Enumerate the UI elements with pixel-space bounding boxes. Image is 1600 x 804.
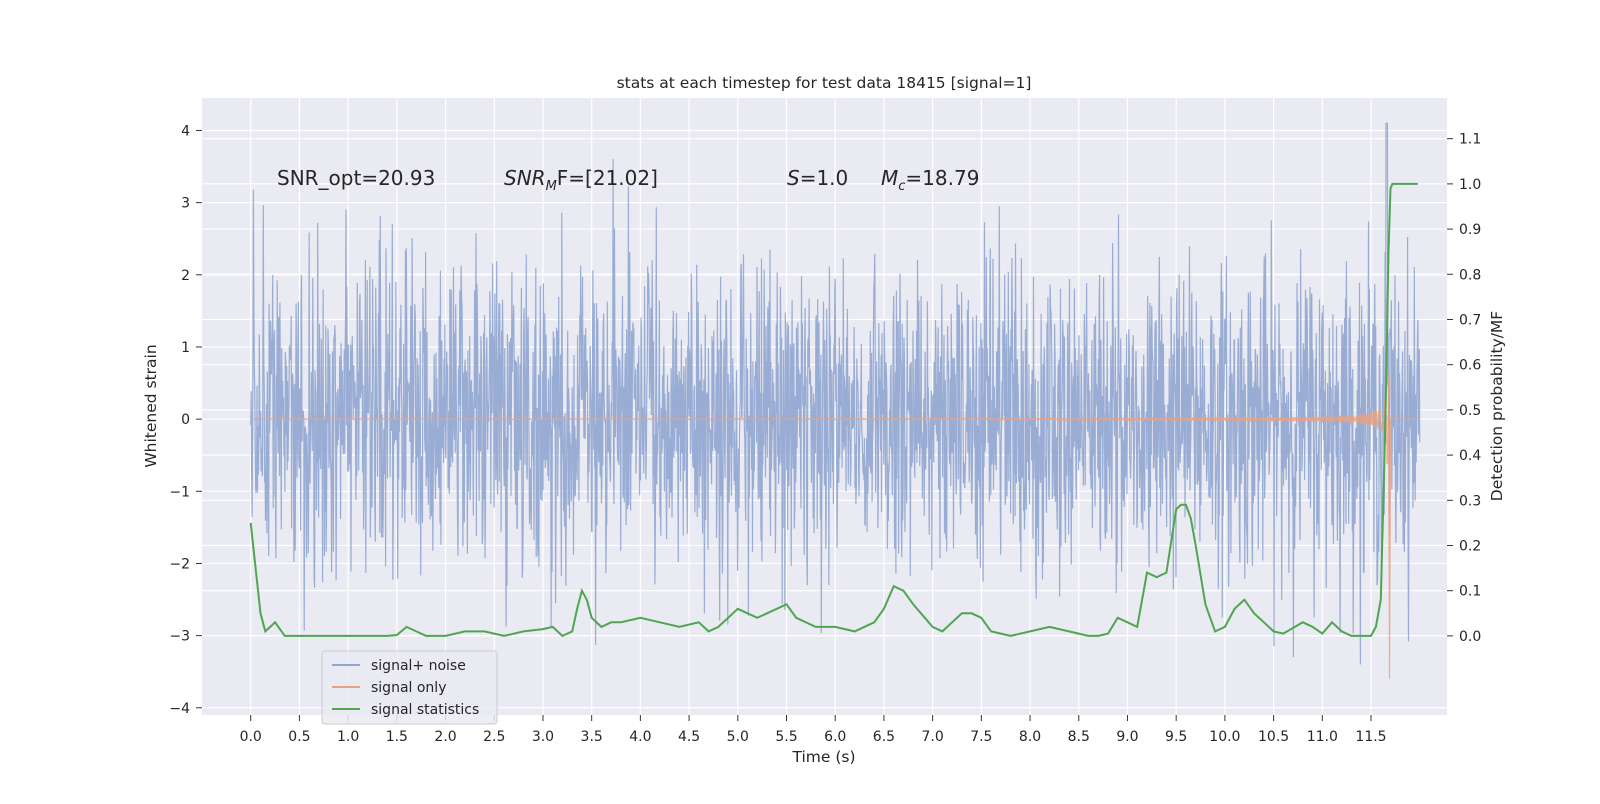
- y2-tick-label: 0.6: [1459, 358, 1481, 374]
- y2-tick-label: 0.3: [1459, 493, 1481, 509]
- y-tick-label: 2: [181, 268, 190, 284]
- y2-tick-label: 0.5: [1459, 403, 1481, 419]
- axis-ticks: 0.0 0.5 1.0 1.5 2.0 2.5 3.0 3.5 4.0 4.5 5.0 5.5 6.0 6…: [169, 123, 1481, 745]
- x-tick-label: 3.0: [532, 729, 554, 745]
- y2-tick-label: 0.0: [1459, 629, 1481, 645]
- legend-label-signal-only: signal only: [371, 680, 446, 696]
- x-tick-label: 4.5: [678, 729, 700, 745]
- x-axis-title: Time (s): [791, 748, 855, 766]
- x-tick-label: 8.0: [1019, 729, 1041, 745]
- legend-label-signal-noise: signal+ noise: [371, 658, 466, 674]
- annotation-snr-mf-value: F=[21.02]: [557, 166, 658, 190]
- y-tick-label: −2: [169, 556, 190, 572]
- annotation-snr-mf-sub: M: [546, 179, 557, 194]
- annotation-s: S=1.0: [787, 166, 848, 190]
- x-tick-label: 5.0: [727, 729, 749, 745]
- x-tick-label: 9.5: [1165, 729, 1187, 745]
- y-tick-label: −4: [169, 701, 190, 717]
- x-tick-label: 0.5: [288, 729, 310, 745]
- y-tick-label: 0: [181, 412, 190, 428]
- y-axis-title: Whitened strain: [142, 344, 160, 467]
- y2-tick-label: 0.7: [1459, 312, 1481, 328]
- y2-tick-label: 0.2: [1459, 538, 1481, 554]
- y-tick-label: 3: [181, 196, 190, 212]
- annotation-snr-mf-label: SNR: [504, 166, 546, 190]
- legend-box: [321, 650, 498, 725]
- y-tick-label: 4: [181, 123, 190, 139]
- legend: signal+ noise signal only signal statist…: [321, 650, 498, 725]
- x-tick-label: 10.0: [1209, 729, 1240, 745]
- annotation-mc: Mc=18.79: [881, 166, 979, 194]
- x-tick-label: 8.5: [1068, 729, 1090, 745]
- annotation-snr-mf: SNRMF=[21.02]: [504, 166, 658, 194]
- annotation-snr-opt: SNR_opt=20.93: [277, 166, 435, 190]
- y2-tick-label: 0.8: [1459, 267, 1481, 283]
- series-signal-only-line: [250, 376, 1420, 679]
- x-tick-label: 10.5: [1258, 729, 1289, 745]
- y2-tick-label: 0.1: [1459, 584, 1481, 600]
- x-tick-label: 11.5: [1355, 729, 1386, 745]
- annotation-mc-sub: c: [898, 179, 905, 194]
- x-tick-label: 5.5: [775, 729, 797, 745]
- annotation-mc-label: M: [881, 166, 898, 190]
- x-tick-label: 3.5: [581, 729, 603, 745]
- x-tick-label: 4.0: [629, 729, 651, 745]
- x-tick-label: 6.0: [824, 729, 846, 745]
- y-tick-label: 1: [181, 340, 190, 356]
- x-tick-label: 1.0: [337, 729, 359, 745]
- annotation-s-label: S: [787, 166, 800, 190]
- x-tick-label: 11.0: [1307, 729, 1338, 745]
- x-tick-label: 0.0: [240, 729, 262, 745]
- x-tick-label: 6.5: [873, 729, 895, 745]
- annotations: SNR_opt=20.93 SNRMF=[21.02] S=1.0 Mc=18.…: [277, 166, 979, 194]
- chart-title: stats at each timestep for test data 184…: [617, 74, 1032, 92]
- y2-tick-label: 1.1: [1459, 132, 1481, 148]
- x-tick-label: 7.5: [970, 729, 992, 745]
- x-tick-label: 7.0: [922, 729, 944, 745]
- legend-label-signal-statistics: signal statistics: [371, 702, 479, 718]
- annotation-s-value: =1.0: [800, 166, 849, 190]
- y2-tick-label: 1.0: [1459, 177, 1481, 193]
- x-tick-label: 1.5: [386, 729, 408, 745]
- series-signal-statistics-line: [249, 182, 1418, 638]
- x-tick-label: 2.5: [483, 729, 505, 745]
- x-tick-label: 2.0: [434, 729, 456, 745]
- y2-axis-title: Detection probability/MF: [1488, 311, 1506, 502]
- data-layer: [249, 122, 1421, 679]
- y2-tick-label: 0.4: [1459, 448, 1481, 464]
- y-tick-label: −3: [169, 629, 190, 645]
- series-signal-noise-line: [250, 122, 1421, 665]
- y-tick-label: −1: [169, 484, 190, 500]
- annotation-mc-value: =18.79: [905, 166, 979, 190]
- y2-tick-label: 0.9: [1459, 222, 1481, 238]
- x-tick-label: 9.0: [1116, 729, 1138, 745]
